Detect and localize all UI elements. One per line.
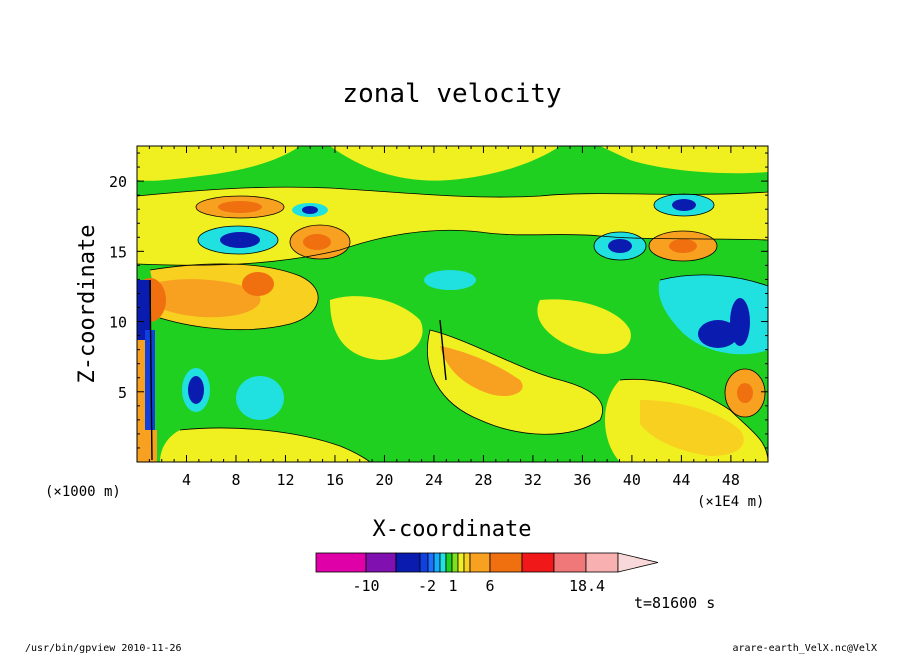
colorbar-swatch [469, 552, 491, 573]
footer-left: /usr/bin/gpview 2010-11-26 [25, 643, 182, 654]
field-negative-core [698, 320, 738, 348]
x-tick-label: 36 [573, 471, 591, 489]
colorbar-swatch [439, 552, 447, 573]
x-tick-label: 16 [326, 471, 344, 489]
x-tick-label: 24 [425, 471, 443, 489]
field-negative-core [608, 239, 632, 253]
colorbar-arrow [617, 552, 659, 573]
x-tick-label: 44 [672, 471, 690, 489]
x-tick-label: 4 [182, 471, 191, 489]
field-negative-core [188, 376, 204, 404]
chart-title: zonal velocity [342, 79, 561, 109]
x-unit-right: (×1E4 m) [697, 494, 764, 510]
x-tick-label: 8 [231, 471, 240, 489]
colorbar-swatch [445, 552, 453, 573]
x-tick-label: 40 [623, 471, 641, 489]
colorbar-swatch [463, 552, 471, 573]
colorbar-tick-label: -2 [418, 577, 436, 595]
x-tick-label: 20 [375, 471, 393, 489]
field-positive-core [303, 234, 331, 250]
colorbar [315, 552, 659, 573]
colorbar-tick-label: 18.4 [569, 577, 605, 595]
colorbar-swatch [489, 552, 523, 573]
field-positive-core [218, 201, 262, 213]
field-positive-core [737, 383, 753, 403]
colorbar-swatch [521, 552, 555, 573]
field-negative-core [424, 270, 476, 290]
field-left-strip [137, 430, 157, 462]
footer-right: arare-earth_VelX.nc@VelX [733, 643, 878, 654]
field-negative-core [236, 376, 284, 420]
colorbar-swatch [427, 552, 435, 573]
colorbar-swatch [433, 552, 441, 573]
contour-lines [137, 186, 768, 462]
field-left-strip [137, 280, 151, 340]
x-axis: 4 8 12 16 20 24 28 32 36 40 44 48 [148, 146, 757, 489]
y-tick-label: 5 [118, 384, 127, 402]
field-negative-core [220, 232, 260, 248]
field-positive-core [669, 239, 697, 253]
colorbar-swatch [395, 552, 421, 573]
colorbar-swatch [457, 552, 465, 573]
colorbar-swatch [585, 552, 619, 573]
field-orange-region [440, 346, 523, 397]
field-yellow-band [160, 427, 370, 462]
colorbar-swatch [419, 552, 429, 573]
x-tick-label: 48 [722, 471, 740, 489]
colorbar-swatch [315, 552, 367, 573]
field-yellow-band [330, 296, 423, 360]
plot-area [137, 146, 768, 462]
field-yellow-band [537, 299, 631, 354]
y-tick-label: 10 [109, 314, 127, 332]
colorbar-tick-label: 1 [448, 577, 457, 595]
x-tick-label: 28 [474, 471, 492, 489]
field-negative-core [672, 199, 696, 211]
colorbar-swatch [553, 552, 587, 573]
field-yellow-band [600, 146, 768, 174]
field-yellow-band [137, 146, 300, 181]
colorbar-tick-label: 6 [485, 577, 494, 595]
colorbar-tick-label: -10 [352, 577, 379, 595]
field-left-strip [145, 330, 155, 440]
colorbar-swatch [451, 552, 459, 573]
field-left-strip [137, 340, 145, 430]
field-negative-core [302, 206, 318, 214]
colorbar-swatch [365, 552, 397, 573]
y-tick-label: 20 [109, 173, 127, 191]
y-tick-label: 15 [109, 243, 127, 261]
x-tick-label: 32 [524, 471, 542, 489]
field-orange-region [150, 279, 261, 318]
plot-frame [136, 145, 769, 463]
field-orange-region [640, 400, 744, 456]
x-unit-left: (×1000 m) [45, 484, 121, 500]
x-tick-label: 12 [276, 471, 294, 489]
field-positive-core [242, 272, 274, 296]
y-axis: 5 10 15 20 [109, 152, 768, 449]
field-negative-core [730, 298, 750, 346]
field-yellow-band [330, 146, 560, 181]
time-annotation: t=81600 s [634, 594, 715, 612]
x-axis-label: X-coordinate [373, 517, 532, 542]
colorbar-ticks: -10 -2 1 6 18.4 [352, 577, 605, 595]
y-axis-label: Z-coordinate [75, 225, 100, 384]
